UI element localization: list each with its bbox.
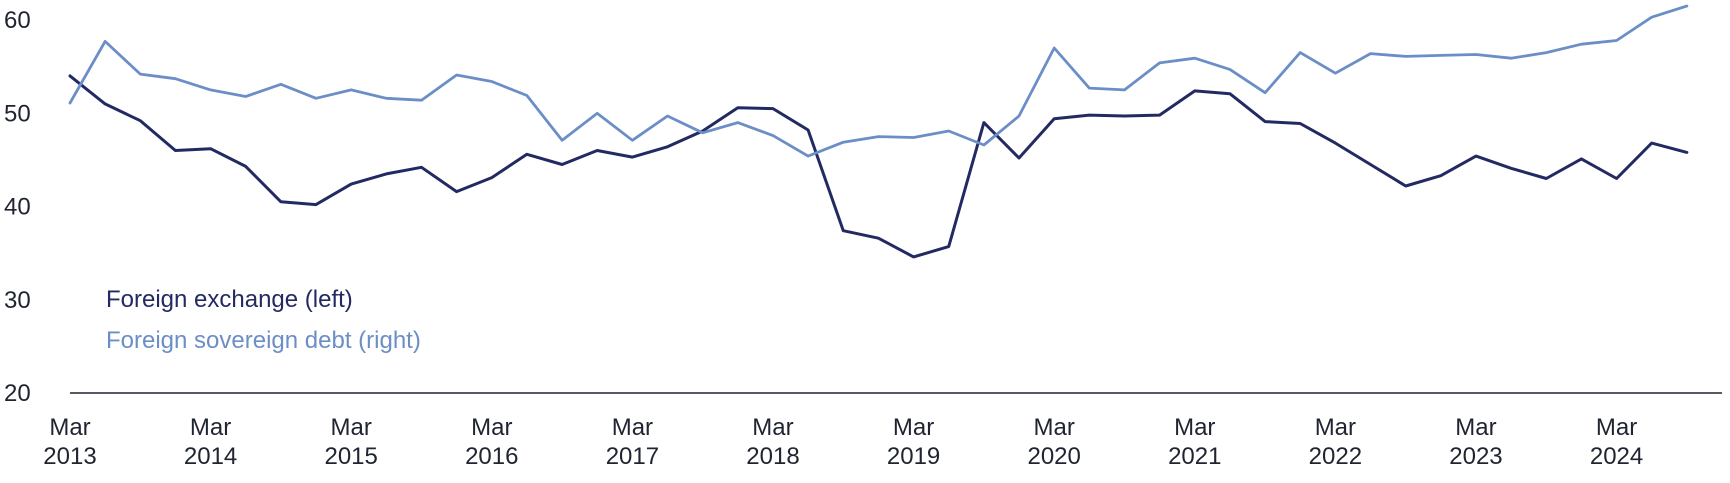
legend-foreign-exchange: Foreign exchange (left) [106,286,353,313]
x-tick-label: Mar 2014 [184,414,237,470]
y-tick-label: 50 [4,100,31,127]
x-tick-label: Mar 2021 [1168,414,1221,470]
legend-foreign-sovereign-debt: Foreign sovereign debt (right) [106,327,421,354]
legend: Foreign exchange (left) Foreign sovereig… [106,286,421,354]
x-tick-label: Mar 2019 [887,414,940,470]
y-axis-ticks: 20 30 40 50 60 [4,7,31,407]
x-tick-label: Mar 2015 [324,414,377,470]
series-line-1 [68,4,1689,158]
series-line-0 [68,74,1689,259]
y-tick-label: 20 [4,380,31,407]
x-tick-label: Mar 2016 [465,414,518,470]
x-tick-label: Mar 2020 [1027,414,1080,470]
x-tick-label: Mar 2023 [1449,414,1502,470]
y-tick-label: 30 [4,287,31,314]
x-tick-label: Mar 2013 [43,414,96,470]
series-lines [68,4,1689,259]
x-tick-label: Mar 2017 [606,414,659,470]
y-tick-label: 60 [4,7,31,34]
x-tick-label: Mar 2022 [1309,414,1362,470]
x-tick-label: Mar 2024 [1590,414,1643,470]
y-tick-label: 40 [4,194,31,221]
x-axis-ticks: Mar 2013 Mar 2014 Mar 2015 Mar 2016 Mar 2017 Mar 20… [43,414,1643,470]
x-tick-label: Mar 2018 [746,414,799,470]
